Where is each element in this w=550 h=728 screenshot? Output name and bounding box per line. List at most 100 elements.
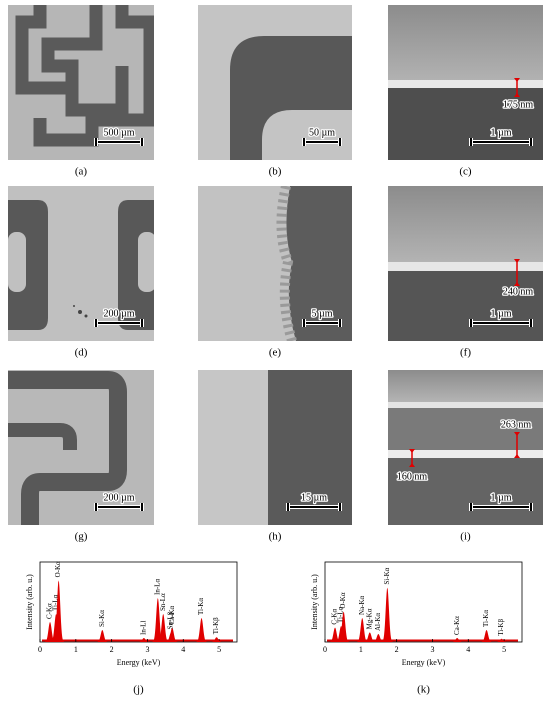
thickness-label: 160 nm — [397, 471, 428, 482]
peak-label: Ti-Lα — [337, 606, 345, 623]
panel-label: (d) — [75, 347, 88, 359]
spectrum-peak — [210, 637, 224, 642]
thickness-label: 175 nm — [503, 99, 534, 110]
spectrum-peak — [380, 587, 394, 642]
plot-frame — [324, 561, 523, 643]
peak-label: Si-Kα — [98, 610, 106, 627]
sem-image — [198, 5, 352, 160]
panel-label: (h) — [269, 531, 282, 543]
spectrum-peak — [43, 622, 57, 642]
scale-bar-label: 1 µm — [490, 492, 511, 503]
x-tick-label: 5 — [502, 645, 506, 654]
x-tick-label: 0 — [38, 645, 42, 654]
sem-image — [8, 5, 154, 160]
panel-label: (k) — [417, 684, 430, 696]
peak-label: Si-Kα — [383, 567, 391, 584]
x-tick-label: 1 — [74, 645, 78, 654]
scale-bar-label: 50 µm — [309, 127, 335, 138]
x-tick-label: 5 — [217, 645, 221, 654]
x-tick-label: 4 — [181, 645, 185, 654]
sem-image — [8, 370, 154, 525]
panel-label: (j) — [133, 684, 144, 696]
peak-label: Ca-Kα — [453, 616, 461, 635]
peak-label: Mg-Kα — [365, 608, 373, 629]
peak-label: Al-Kα — [374, 613, 382, 631]
spectrum-peak — [195, 618, 208, 642]
sem-image — [388, 5, 543, 160]
peak-label: Ti-Kβ — [497, 618, 505, 635]
peak-label: Ti-Lα — [52, 594, 60, 611]
spectrum-peak — [156, 614, 170, 642]
y-axis-label: Intensity (arb. u.) — [310, 574, 319, 630]
x-tick-label: 2 — [110, 645, 114, 654]
x-tick-label: 2 — [395, 645, 399, 654]
spectrum-peak — [355, 618, 369, 642]
spectrum-peak — [52, 580, 66, 642]
spectrum-peak — [363, 632, 377, 642]
x-tick-label: 1 — [359, 645, 363, 654]
x-tick-label: 3 — [145, 645, 149, 654]
peak-label: Sn-Lβ — [167, 611, 175, 629]
scale-bar-label: 1 µm — [490, 127, 511, 138]
spectrum-peak — [371, 634, 385, 642]
panel-label: (b) — [269, 166, 282, 178]
scale-bar-label: 1 µm — [490, 308, 511, 319]
panel-label: (g) — [75, 531, 88, 543]
peak-label: Ti-Kα — [482, 610, 490, 627]
sem-image — [198, 186, 352, 341]
scale-bar — [469, 319, 533, 327]
peak-label: Na-Kα — [358, 595, 366, 615]
scale-bar — [302, 138, 342, 146]
x-tick-label: 0 — [323, 645, 327, 654]
sem-image — [198, 370, 352, 525]
panel-label: (c) — [459, 166, 472, 178]
thickness-label: 240 nm — [503, 286, 534, 297]
scale-bar-label: 15 µm — [301, 492, 327, 503]
x-tick-label: 4 — [466, 645, 470, 654]
peak-label: C-Kα — [46, 603, 54, 619]
spectrum-peak — [95, 630, 109, 642]
scale-bar — [469, 503, 533, 511]
x-tick-label: 3 — [430, 645, 434, 654]
thickness-marker — [514, 78, 520, 97]
y-axis-label: Intensity (arb. u.) — [25, 574, 34, 630]
peak-label: Ti-Kβ — [212, 617, 220, 634]
panel-label: (e) — [269, 347, 282, 359]
spectrum-peak — [495, 638, 509, 642]
peak-label: O-Kα — [54, 561, 62, 577]
spectrum-peak — [151, 598, 165, 642]
spectrum-peak — [137, 638, 151, 642]
scale-bar — [469, 138, 533, 146]
peak-label: In-Lα — [153, 579, 161, 595]
peak-label: O-Kα — [339, 592, 347, 608]
spectrum-peak — [337, 611, 351, 642]
panel-label: (i) — [460, 531, 471, 543]
scale-bar — [302, 319, 342, 327]
peak-label: Ca-Kα — [168, 605, 176, 624]
peak-label: Ti-Kα — [197, 598, 205, 615]
sem-image — [388, 370, 543, 525]
peak-label: Sn-Lα — [159, 593, 167, 611]
scale-bar — [286, 503, 342, 511]
x-axis-label: Energy (keV) — [117, 658, 161, 667]
spectrum-peak — [450, 638, 464, 642]
panel-label: (f) — [460, 347, 471, 359]
scale-bar-label: 500 µm — [103, 127, 134, 138]
spectrum-peak — [164, 632, 178, 642]
scale-bar — [94, 138, 144, 146]
thickness-label: 263 nm — [501, 419, 532, 430]
scale-bar-label: 5 µm — [311, 308, 332, 319]
sem-image — [8, 186, 154, 341]
scale-bar-label: 200 µm — [103, 308, 134, 319]
spectrum-peak — [480, 630, 493, 642]
thickness-marker — [409, 449, 415, 467]
peak-label: C-Kα — [331, 609, 339, 625]
scale-bar — [94, 319, 144, 327]
panel-label: (a) — [75, 166, 88, 178]
peak-label: In-Ll — [139, 621, 147, 635]
scale-bar — [94, 503, 144, 511]
spectrum-peak — [328, 627, 342, 642]
x-axis-label: Energy (keV) — [402, 658, 446, 667]
scale-bar-label: 200 µm — [103, 492, 134, 503]
